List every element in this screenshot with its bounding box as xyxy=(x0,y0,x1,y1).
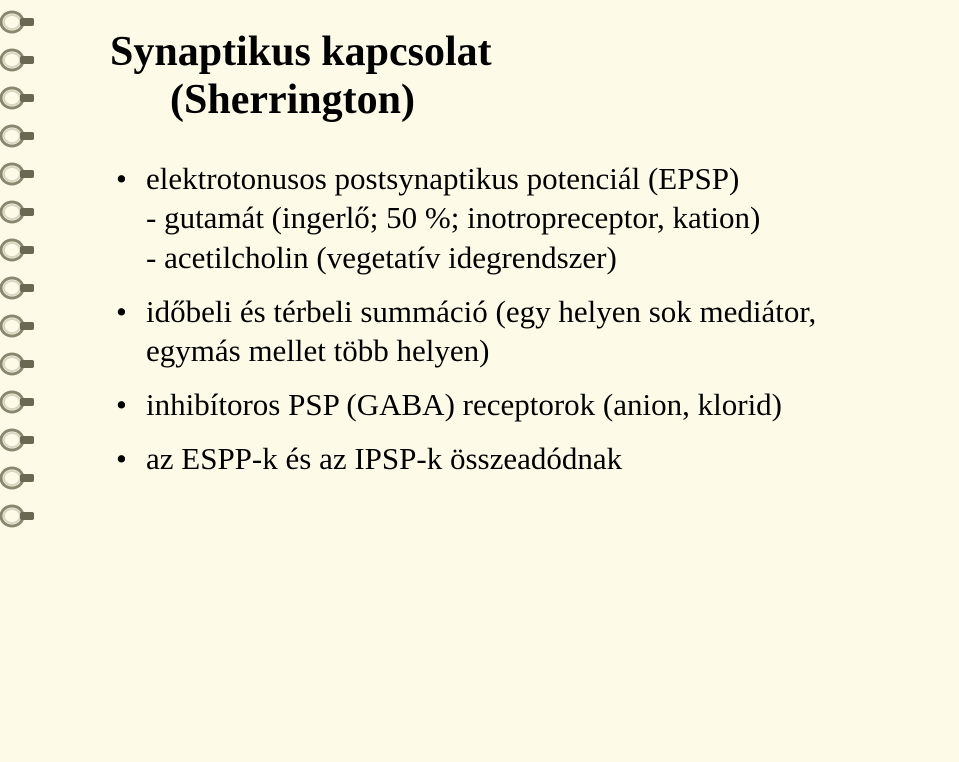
bullet-text: elektrotonusos postsynaptikus potenciál … xyxy=(146,161,739,196)
bullet-text: inhibítoros PSP (GABA) receptorok (anion… xyxy=(146,387,782,422)
binder-ring-icon xyxy=(0,236,36,264)
bullet-item: elektrotonusos postsynaptikus potenciál … xyxy=(110,159,890,278)
slide-content: Synaptikus kapcsolat (Sherrington) elekt… xyxy=(110,28,890,492)
slide-title: Synaptikus kapcsolat (Sherrington) xyxy=(110,28,890,125)
binder-ring-icon xyxy=(0,8,36,36)
bullet-item: az ESPP-k és az IPSP-k összeadódnak xyxy=(110,439,890,479)
bullet-item: inhibítoros PSP (GABA) receptorok (anion… xyxy=(110,385,890,425)
binder-ring-icon xyxy=(0,46,36,74)
binder-ring-icon xyxy=(0,312,36,340)
title-line-1: Synaptikus kapcsolat xyxy=(110,29,492,75)
binder-ring-icon xyxy=(0,122,36,150)
spiral-binder xyxy=(0,0,36,762)
bullet-text: az ESPP-k és az IPSP-k összeadódnak xyxy=(146,441,622,476)
binder-ring-icon xyxy=(0,160,36,188)
binder-ring-icon xyxy=(0,198,36,226)
binder-ring-icon xyxy=(0,350,36,378)
bullet-subline: - acetilcholin (vegetatív idegrendszer) xyxy=(146,238,890,278)
bullet-list: elektrotonusos postsynaptikus potenciál … xyxy=(110,159,890,479)
bullet-subline: - gutamát (ingerlő; 50 %; inotroprecepto… xyxy=(146,198,890,238)
binder-ring-icon xyxy=(0,426,36,454)
binder-ring-icon xyxy=(0,84,36,112)
binder-ring-icon xyxy=(0,464,36,492)
title-line-2: (Sherrington) xyxy=(110,76,890,124)
binder-ring-icon xyxy=(0,274,36,302)
bullet-item: időbeli és térbeli summáció (egy helyen … xyxy=(110,292,890,371)
binder-ring-icon xyxy=(0,502,36,530)
bullet-text: időbeli és térbeli summáció (egy helyen … xyxy=(146,294,816,369)
binder-ring-icon xyxy=(0,388,36,416)
